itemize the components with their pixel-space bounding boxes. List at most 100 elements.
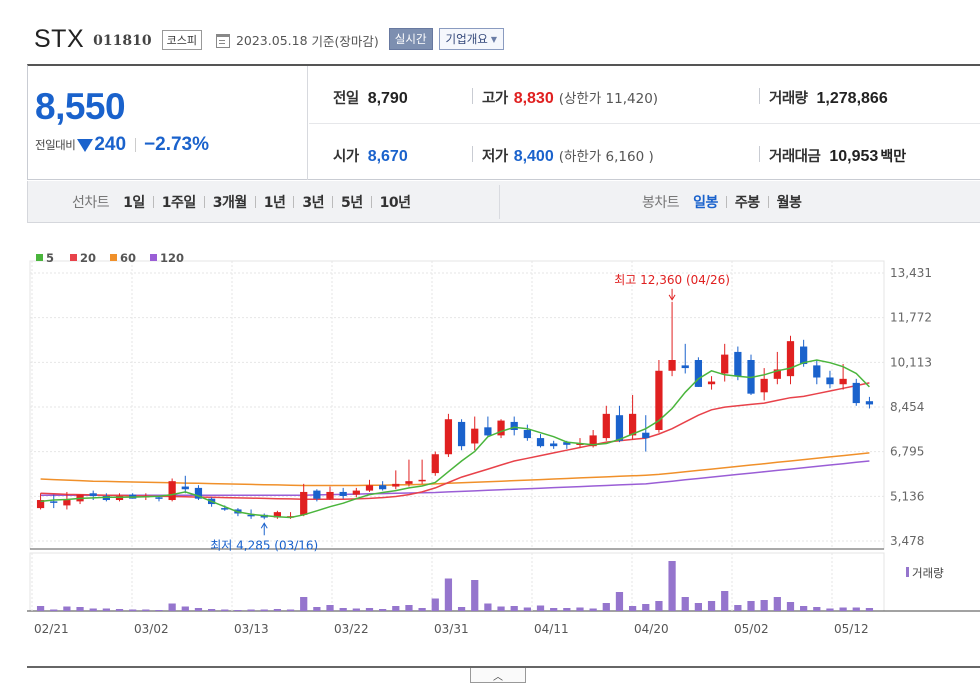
volume-bar: [168, 603, 176, 611]
price-plot-frame: [29, 260, 885, 550]
tab-1d[interactable]: 1일: [123, 195, 145, 211]
candle-down: [642, 432, 650, 439]
volume-bar: [260, 609, 268, 611]
collapse-button[interactable]: ︿: [470, 668, 526, 683]
volume-bar: [365, 608, 374, 611]
candle-down: [484, 427, 492, 436]
realtime-button[interactable]: 실시간: [388, 28, 433, 50]
candle-up: [786, 341, 795, 377]
tab-separator: [254, 196, 256, 208]
prev-close-value: 8,790: [367, 90, 408, 107]
tab-weekly[interactable]: 주봉: [734, 195, 760, 211]
x-tick-label: 02/21: [34, 622, 69, 636]
candle-up: [405, 481, 413, 484]
volume-bar: [800, 606, 808, 611]
candle-down: [813, 365, 821, 378]
y-tick-label: 3,478: [890, 534, 924, 548]
y-tick-label: 8,454: [890, 400, 924, 414]
candle-up: [365, 485, 374, 491]
change-label: 전일대비: [35, 138, 76, 152]
stock-code: 011810: [93, 33, 152, 49]
legend-label: 60: [120, 251, 136, 265]
lower-limit: (하한가 6,160 ): [558, 149, 654, 165]
line-chart-tabs: 선차트 1일 1주일 3개월 1년 3년 5년 10년: [72, 181, 411, 223]
divider: [472, 88, 473, 104]
volume-bar: [668, 561, 676, 611]
volume-bar: [76, 607, 84, 611]
volume-bar: [352, 608, 360, 611]
candle-down: [865, 401, 874, 405]
candle-down: [457, 421, 466, 447]
tab-1y[interactable]: 1년: [263, 195, 286, 211]
candle-down: [510, 421, 518, 431]
volume-bar: [497, 606, 505, 611]
current-price: 8,550: [35, 86, 126, 127]
candle-down: [339, 491, 347, 496]
ma5-line: [40, 359, 870, 519]
candle-up: [444, 419, 453, 455]
volume-bar: [471, 580, 479, 611]
change-amount: 240: [94, 134, 127, 155]
volume-bar: [813, 607, 821, 611]
volume-bar: [655, 601, 663, 611]
divider: [759, 146, 760, 162]
volume-bar: [865, 608, 874, 611]
candle-up: [589, 435, 597, 447]
candle-up: [471, 428, 479, 444]
chevron-up-icon: ︿: [493, 671, 503, 683]
volume-legend-swatch: [906, 567, 909, 577]
high-value: 8,830: [513, 90, 554, 107]
candle-chart-title: 봉차트: [642, 195, 680, 211]
candle-down: [221, 508, 229, 510]
volume-bar: [589, 608, 597, 611]
volume-bar: [181, 606, 189, 611]
volume-bar: [694, 603, 703, 611]
tab-3y[interactable]: 3년: [302, 195, 325, 211]
high-arrow-head: [668, 294, 676, 301]
candle-down: [155, 497, 163, 499]
open-label: 시가: [333, 149, 359, 165]
volume-bar: [102, 608, 110, 611]
volume-bar: [839, 607, 847, 611]
tab-10y[interactable]: 10년: [379, 195, 411, 211]
volume-bar: [747, 601, 755, 611]
candle-up: [602, 413, 610, 439]
tab-1w[interactable]: 1주일: [161, 195, 197, 211]
candle-up: [628, 413, 637, 436]
low-cell: 저가 8,400 (하한가 6,160 ): [482, 145, 654, 166]
tab-5y[interactable]: 5년: [341, 195, 363, 211]
volume-bar: [576, 607, 584, 611]
x-tick-label: 03/22: [334, 622, 369, 636]
company-overview-button[interactable]: 기업개요 ▼: [438, 28, 505, 50]
volume-bar: [247, 609, 255, 611]
ma120-line: [40, 460, 870, 496]
volume-value: 1,278,866: [816, 90, 888, 107]
volume-bar: [339, 608, 347, 611]
volume-bar: [300, 597, 308, 611]
candle-down: [563, 442, 571, 445]
x-tick-label: 03/13: [234, 622, 269, 636]
x-tick-label: 03/02: [134, 622, 169, 636]
candle-up: [326, 491, 334, 499]
volume-bar: [786, 602, 795, 611]
tab-separator: [293, 196, 295, 208]
line-chart-title: 선차트: [72, 195, 110, 211]
candle-down: [550, 443, 558, 447]
volume-bar: [773, 597, 781, 611]
volume-bar: [852, 607, 860, 611]
candle-up: [839, 378, 847, 385]
chevron-down-icon: ▼: [490, 34, 498, 44]
candle-down: [536, 438, 545, 447]
volume-bar: [313, 607, 321, 611]
tab-daily[interactable]: 일봉: [693, 195, 718, 211]
volume-bar: [523, 607, 531, 611]
divider: [472, 146, 473, 162]
tab-monthly[interactable]: 월봉: [776, 195, 802, 211]
candle-up: [721, 354, 729, 374]
tab-group-divider: [499, 185, 500, 219]
open-cell: 시가 8,670: [333, 145, 408, 166]
tab-3m[interactable]: 3개월: [212, 195, 248, 211]
chart-period-tabbar: 선차트 1일 1주일 3개월 1년 3년 5년 10년 봉차트 일봉 주봉 월봉: [27, 181, 980, 223]
candle-up: [63, 500, 71, 506]
y-tick-label: 6,795: [890, 445, 924, 459]
